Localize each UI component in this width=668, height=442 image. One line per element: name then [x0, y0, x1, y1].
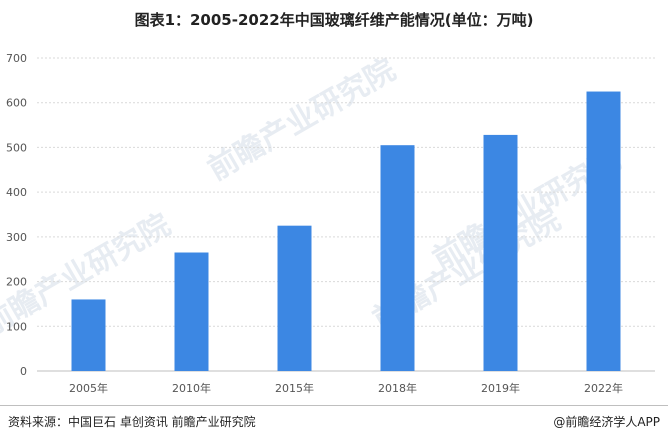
- bar: [71, 299, 106, 371]
- chart-title: 图表1：2005-2022年中国玻璃纤维产能情况(单位：万吨): [134, 11, 534, 29]
- x-tick-label: 2015年: [275, 381, 314, 395]
- y-tick-label: 100: [6, 320, 27, 333]
- bar-chart: 0 100 200 300 400 500 600 700 2005年 2010年 2015年 201…: [6, 52, 655, 395]
- x-tick-label: 2005年: [69, 381, 108, 395]
- x-tick-label: 2010年: [172, 381, 211, 395]
- bar: [586, 91, 621, 372]
- bar: [483, 134, 518, 371]
- y-tick-label: 400: [6, 186, 27, 199]
- footer-divider: [0, 405, 668, 406]
- bar: [174, 252, 209, 371]
- y-tick-label: 200: [6, 276, 27, 289]
- source-note: 资料来源：中国巨石 卓创资讯 前瞻产业研究院: [8, 415, 256, 429]
- x-tick-label: 2019年: [481, 381, 520, 395]
- bar: [277, 225, 312, 371]
- bar: [380, 145, 415, 371]
- x-tick-label: 2022年: [584, 381, 623, 395]
- y-tick-label: 600: [6, 97, 27, 110]
- y-tick-label: 500: [6, 141, 27, 154]
- y-tick-label: 700: [6, 52, 27, 65]
- brand-label: @前瞻经济学人APP: [553, 415, 660, 429]
- x-tick-label: 2018年: [378, 381, 417, 395]
- y-tick-label: 300: [6, 231, 27, 244]
- y-tick-label: 0: [20, 365, 27, 378]
